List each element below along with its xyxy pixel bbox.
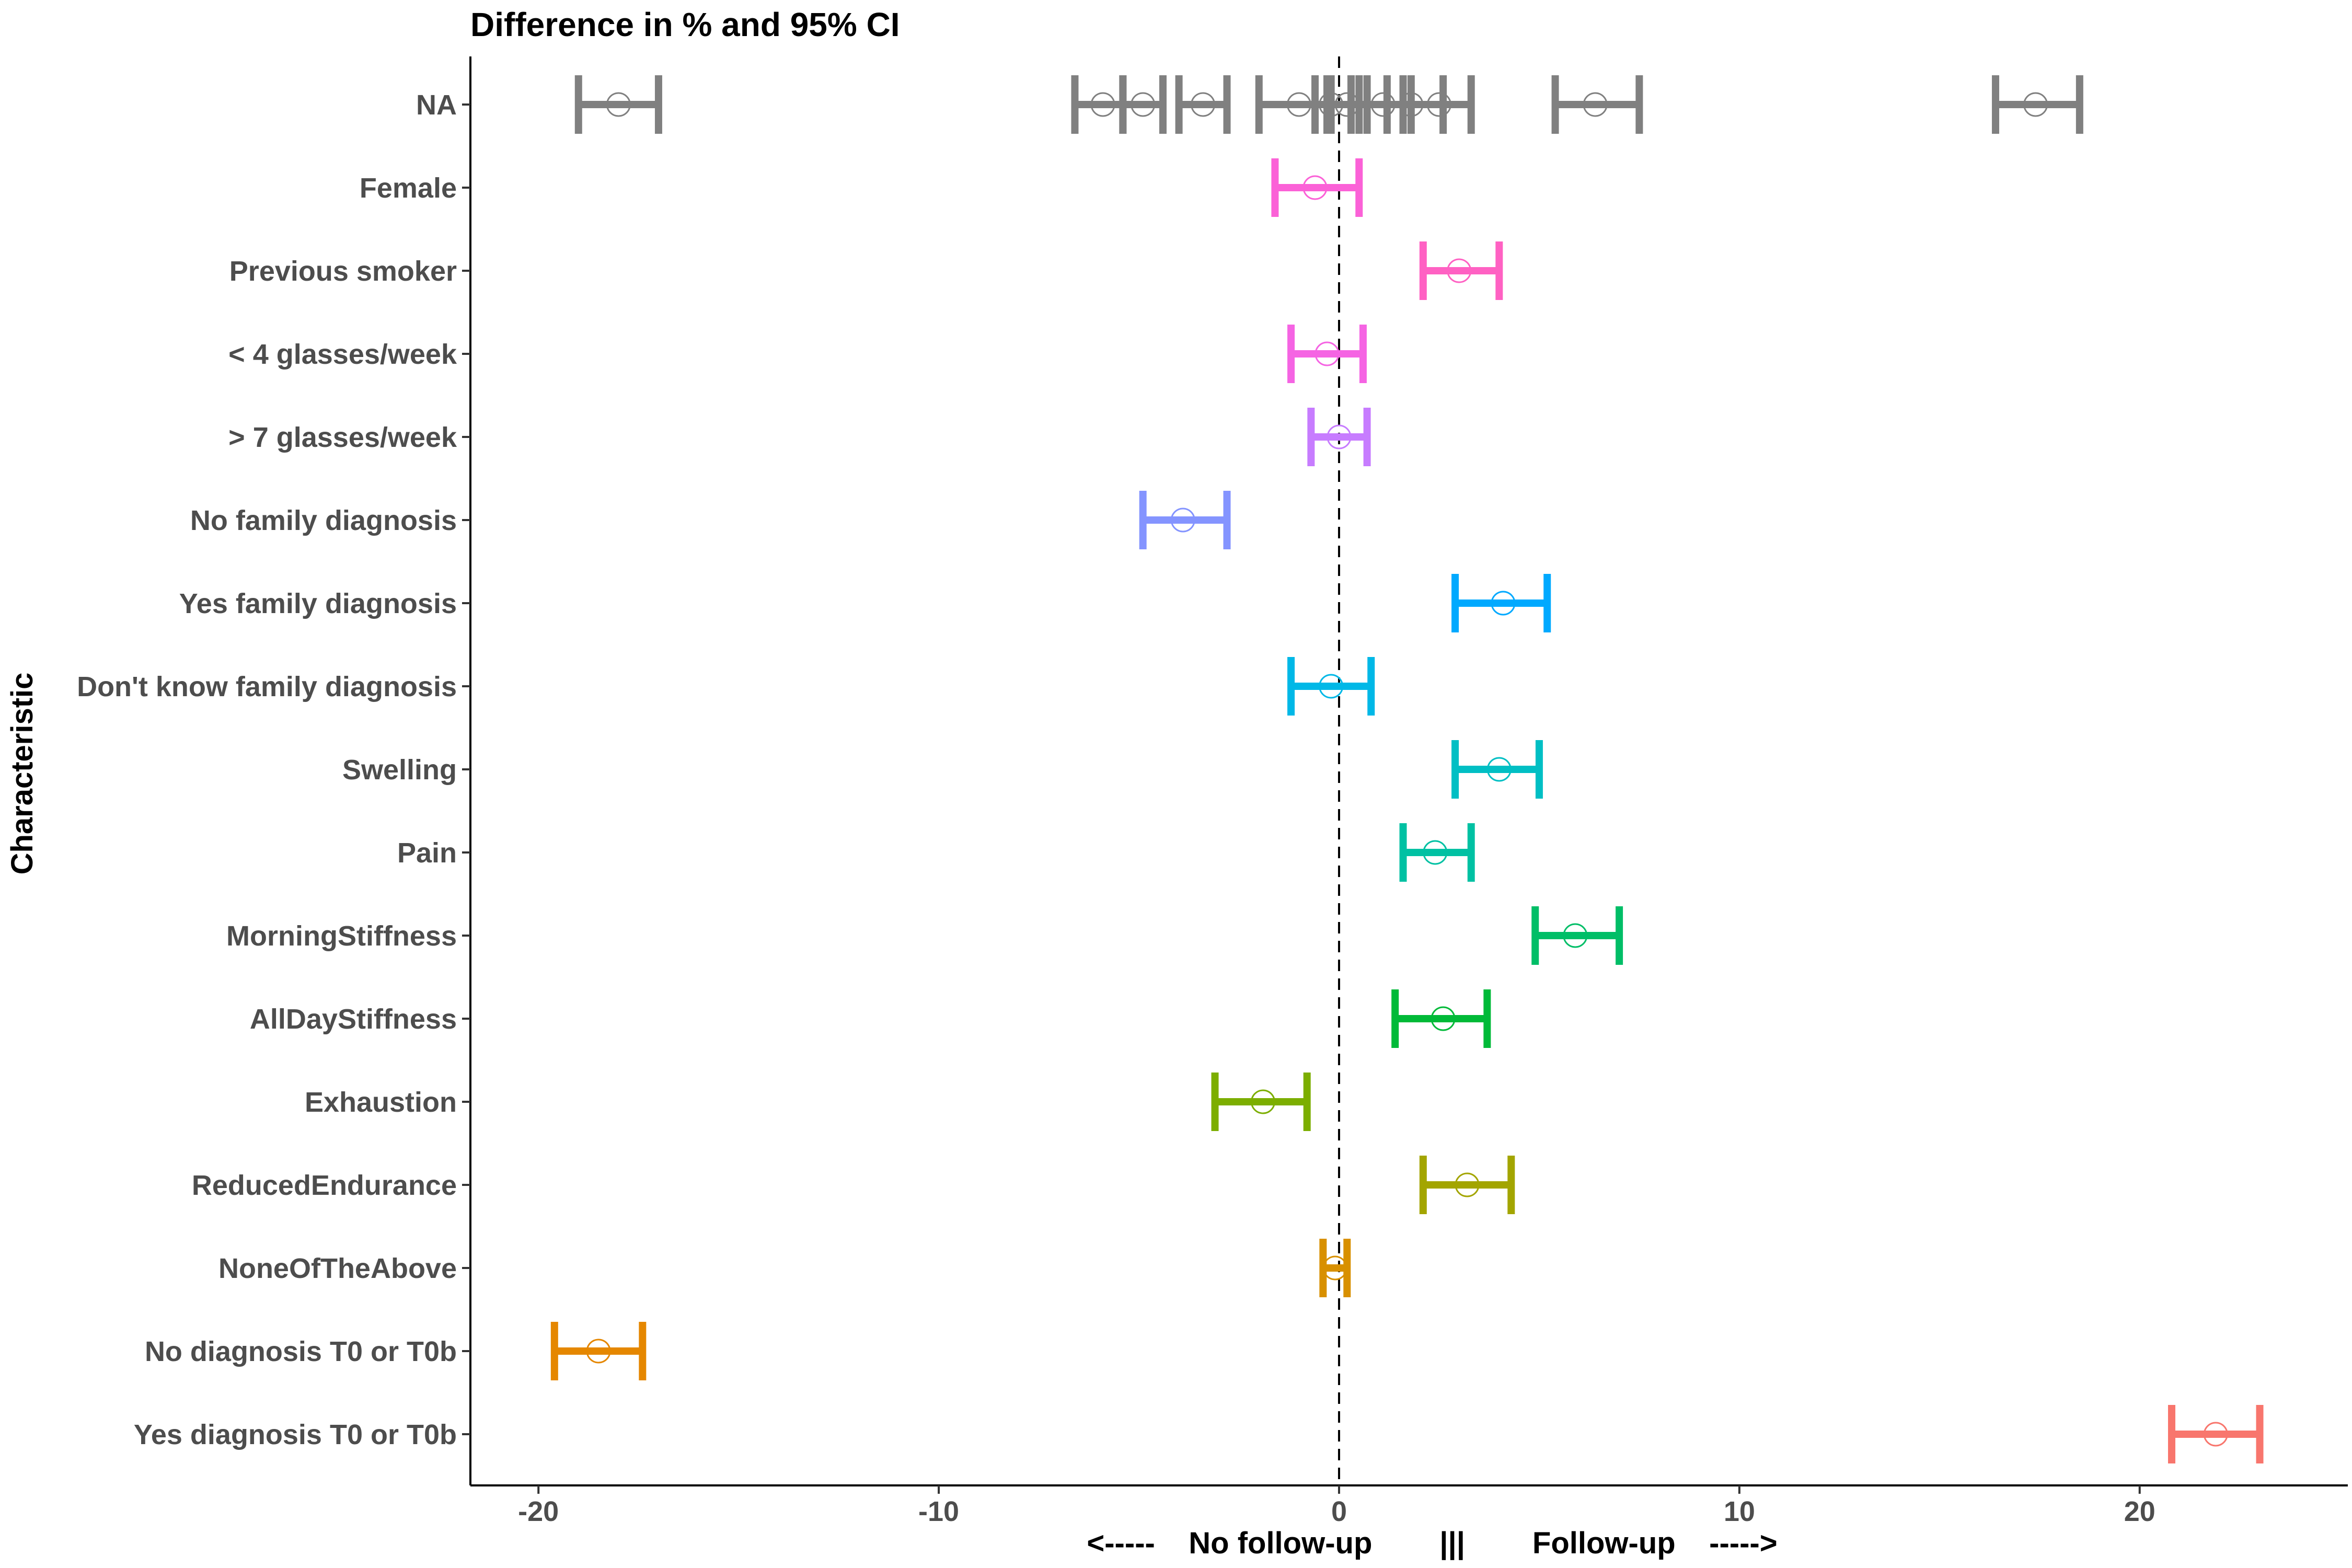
y-tick-label: No diagnosis T0 or T0b [145,1336,457,1367]
y-tick-label: < 4 glasses/week [228,339,457,370]
y-tick-label: ReducedEndurance [192,1170,457,1201]
error-bar [1071,75,1127,134]
estimate-point [1250,1089,1275,1114]
estimate-point [1455,1172,1480,1197]
x-tick-label: -20 [518,1496,559,1527]
tick-labels: -20 -10 0 10 20 NA Female Previous smoker < 4 gl… [77,89,2155,1527]
error-bar [1139,491,1231,549]
y-tick-label: > 7 glasses/week [228,422,457,453]
y-tick-label: Exhaustion [305,1087,457,1118]
x-tick-label: -10 [918,1496,959,1527]
y-tick-label: NoneOfTheAbove [218,1253,457,1284]
estimate-point [586,1339,611,1364]
x-tick-label: 20 [2124,1496,2155,1527]
x-axis-title: <----- No follow-up ||| Follow-up -----> [1087,1526,1777,1560]
estimate-point [1302,175,1328,200]
y-tick-label: NA [416,89,457,121]
estimate-point [1583,92,1608,117]
y-axis-title: Characteristic [5,673,39,875]
estimate-point [1327,424,1352,449]
error-bar [1419,241,1503,300]
error-bar [1992,75,2083,134]
error-bar [1399,823,1475,882]
error-bar [1175,75,1231,134]
error-bar [1551,75,1643,134]
x-tick-label: 10 [1724,1496,1755,1527]
error-bar [1319,1239,1351,1297]
error-bar [1451,740,1543,799]
error-bar [1119,75,1167,134]
error-bar [550,1322,647,1380]
error-bar [1307,408,1371,466]
error-bars [550,75,2264,1463]
error-bar [2168,1405,2264,1463]
estimate-point [1491,591,1516,616]
error-bar [574,75,662,134]
error-bar [1451,574,1551,632]
y-tick-label: Yes diagnosis T0 or T0b [134,1419,457,1450]
estimate-point [1090,92,1115,117]
chart-title: Difference in % and 95% CI [470,6,900,43]
estimate-point [606,92,631,117]
estimate-point [1431,1006,1456,1031]
error-bar [1287,325,1367,383]
y-tick-label: Yes family diagnosis [179,588,457,619]
estimate-point [1319,674,1344,699]
estimate-point [1423,840,1448,865]
estimate-point [1170,508,1195,533]
estimate-point [1315,341,1340,366]
y-tick-label: Pain [397,837,457,869]
x-tick-label: 0 [1331,1496,1347,1527]
error-bar [1271,158,1363,217]
error-bar [1531,906,1623,965]
estimate-point [1322,1255,1347,1281]
error-bar [1211,1073,1311,1131]
estimate-point [1426,92,1451,117]
estimate-point [1286,92,1311,117]
estimate-point [1131,92,1156,117]
estimate-point [1486,757,1512,782]
estimate-point [1563,923,1588,948]
y-tick-label: MorningStiffness [226,920,457,952]
estimate-point [2203,1422,2228,1447]
y-tick-label: Swelling [342,754,457,786]
estimate-point [2023,92,2048,117]
error-bar [1407,75,1475,134]
estimate-point [1191,92,1216,117]
y-tick-label: AllDayStiffness [250,1004,457,1035]
y-tick-label: Previous smoker [229,256,457,287]
y-tick-label: Don't know family diagnosis [77,671,457,702]
y-tick-label: Female [360,172,457,204]
y-tick-label: No family diagnosis [190,505,457,536]
estimate-point [1447,258,1472,283]
error-bar [1391,989,1491,1048]
error-bar [1419,1156,1515,1214]
error-bar [1287,657,1375,716]
axes [462,56,2348,1494]
